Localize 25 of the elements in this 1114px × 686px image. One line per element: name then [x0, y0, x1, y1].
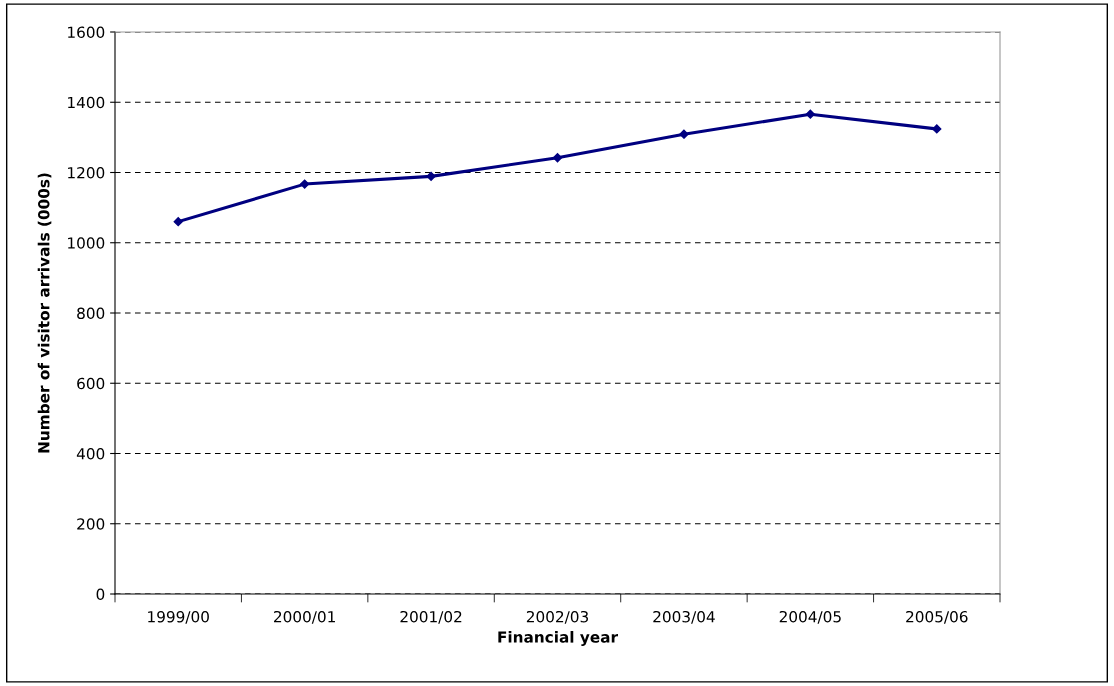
y-tick-label: 400 — [76, 447, 105, 460]
y-tick-label: 1600 — [68, 26, 105, 39]
y-tick-label: 1200 — [68, 166, 105, 179]
point — [805, 109, 815, 119]
y-tick-label: 800 — [77, 307, 105, 320]
x-tick-label: 2000/01 — [274, 610, 335, 624]
point — [300, 179, 310, 189]
y-tick-label: 200 — [77, 518, 105, 530]
y-tick-label: 1000 — [68, 237, 105, 249]
x-tick-label: 2001/02 — [400, 610, 462, 624]
x-axis-title: Financial year — [498, 631, 618, 646]
x-tick-label: 1999/00 — [148, 610, 209, 624]
y-axis-title: Number of visitor arrivals (000s) — [37, 173, 52, 453]
y-tick-label: 0 — [96, 588, 105, 601]
point — [679, 129, 689, 139]
point — [426, 171, 436, 181]
x-tick-label: 2005/06 — [906, 610, 968, 624]
y-tick-label: 600 — [77, 377, 105, 390]
x-tick-label: 2002/03 — [526, 610, 589, 624]
point — [932, 124, 942, 134]
point — [552, 153, 563, 163]
x-tick-label: 2004/05 — [779, 610, 841, 624]
y-tick-label: 1400 — [68, 96, 105, 109]
x-tick-label: 2003/04 — [653, 610, 715, 624]
point — [173, 217, 183, 227]
